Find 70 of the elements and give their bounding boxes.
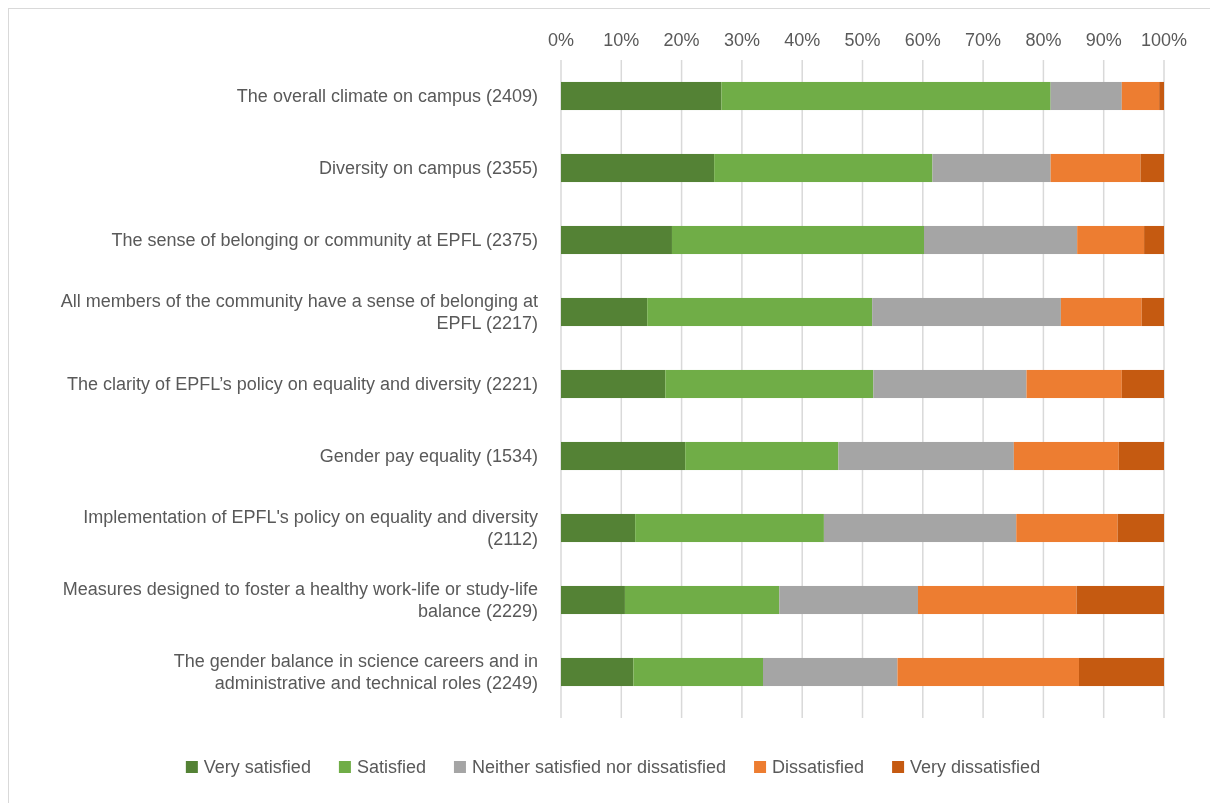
bar — [1026, 369, 1122, 399]
bar — [624, 585, 780, 615]
y-tick-label: Gender pay equality (1534) — [319, 446, 538, 466]
bar — [647, 297, 873, 327]
x-tick-label: 10% — [603, 30, 640, 50]
x-tick-label: 20% — [663, 30, 700, 50]
bar — [1050, 153, 1141, 183]
bar — [1060, 297, 1142, 327]
bar — [561, 153, 715, 183]
x-tick-label: 0% — [547, 30, 575, 50]
bar — [633, 657, 764, 687]
bar — [1141, 297, 1164, 327]
bar — [1117, 513, 1164, 543]
bar — [721, 81, 1051, 111]
bar — [779, 585, 918, 615]
bar — [917, 585, 1077, 615]
y-tick-label: All members of the community have a sense of belonging at EPFL (2217) — [60, 291, 538, 333]
bar — [1077, 225, 1145, 255]
x-tick-label: 40% — [784, 30, 821, 50]
y-tick-label: Diversity on campus (2355) — [318, 158, 538, 178]
legend-label: Satisfied — [356, 757, 426, 777]
x-tick-label: 90% — [1085, 30, 1122, 50]
y-tick-label: The clarity of EPFL’s policy on equality and diversity (2221) — [67, 374, 538, 394]
bar — [561, 369, 666, 399]
bar — [873, 369, 1027, 399]
y-tick-label: Measures designed to foster a healthy work-life or study-life balance (2229) — [62, 579, 538, 621]
bar — [561, 585, 625, 615]
x-tick-label: 60% — [904, 30, 941, 50]
y-tick-label: The sense of belonging or community at EPFL (2375) — [111, 230, 538, 250]
y-tick-label: The gender balance in science careers and in administrative and technical roles (2249) — [173, 651, 538, 693]
bar — [838, 441, 1014, 471]
y-tick-label: The overall climate on campus (2409) — [236, 86, 538, 106]
x-tick-label: 70% — [965, 30, 1002, 50]
bar — [635, 513, 824, 543]
bar — [1078, 657, 1164, 687]
bar — [714, 153, 933, 183]
x-tick-label: 100% — [1140, 30, 1188, 50]
bar — [1050, 81, 1122, 111]
bar — [561, 657, 634, 687]
bar — [671, 225, 925, 255]
bar — [1121, 369, 1164, 399]
bar — [561, 441, 686, 471]
legend-label: Dissatisfied — [772, 757, 865, 777]
bar — [872, 297, 1061, 327]
bar — [932, 153, 1051, 183]
legend-label: Very dissatisfied — [910, 757, 1041, 777]
x-tick-label: 80% — [1025, 30, 1062, 50]
legend-label: Neither satisfied nor dissatisfied — [471, 757, 727, 777]
bar — [561, 225, 672, 255]
x-tick-label: 50% — [844, 30, 881, 50]
bar — [763, 657, 898, 687]
bar — [1144, 225, 1164, 255]
y-tick-label: Implementation of EPFL's policy on equality and diversity (2112) — [83, 507, 538, 549]
bar — [1140, 153, 1164, 183]
bar — [1013, 441, 1119, 471]
bar — [685, 441, 839, 471]
bar — [1076, 585, 1164, 615]
bar — [1016, 513, 1118, 543]
bar — [561, 513, 636, 543]
bar — [1118, 441, 1164, 471]
bar — [897, 657, 1079, 687]
bar — [823, 513, 1017, 543]
x-tick-label: 30% — [723, 30, 760, 50]
legend-label: Very satisfied — [203, 757, 311, 777]
bar — [924, 225, 1078, 255]
bar — [561, 297, 648, 327]
bar — [665, 369, 874, 399]
bar — [561, 81, 722, 111]
bar — [1121, 81, 1160, 111]
bar — [1159, 81, 1164, 111]
